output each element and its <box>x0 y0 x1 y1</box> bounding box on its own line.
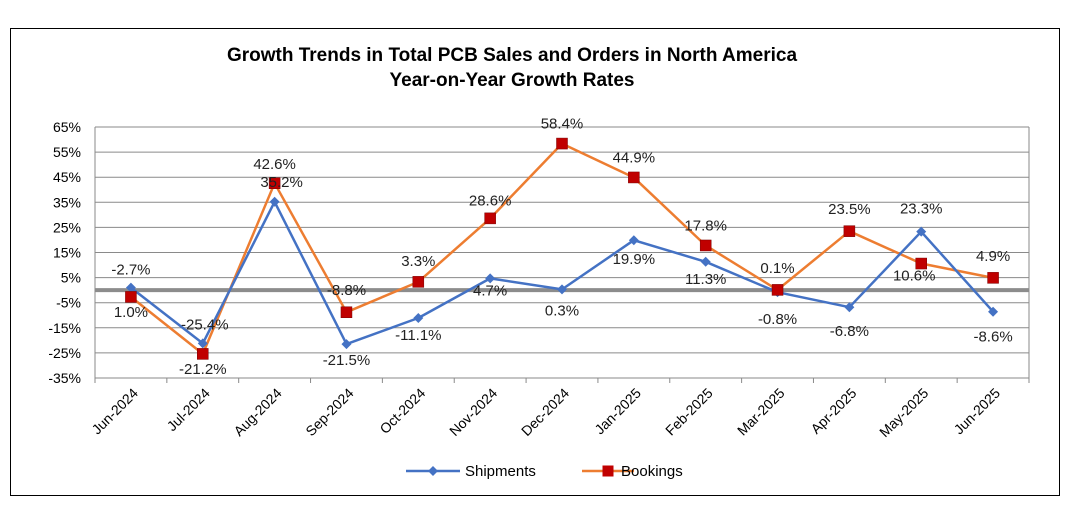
shipments-point <box>916 226 927 237</box>
shipments-point <box>197 338 208 349</box>
y-tick-label: -35% <box>48 370 81 386</box>
y-tick-label: 15% <box>53 245 81 261</box>
chart-title-block: Growth Trends in Total PCB Sales and Ord… <box>0 43 1024 93</box>
y-tick-label: -15% <box>48 320 81 336</box>
legend-shipments-marker <box>428 466 438 476</box>
shipments-data-label: 4.7% <box>473 282 507 299</box>
bookings-point <box>197 348 209 360</box>
bookings-data-label: 0.1% <box>760 260 794 277</box>
bookings-data-label: 42.6% <box>253 156 296 173</box>
legend-shipments-label: Shipments <box>465 463 536 480</box>
x-tick-label: Mar-2025 <box>734 385 788 439</box>
shipments-point <box>125 282 136 293</box>
shipments-data-label: 19.9% <box>613 251 656 268</box>
bookings-point <box>628 171 640 184</box>
x-tick-label: Feb-2025 <box>662 385 716 439</box>
shipments-point <box>485 273 496 284</box>
x-tick-label: Sep-2024 <box>302 385 356 439</box>
shipments-point <box>341 339 352 350</box>
shipments-data-label: -11.1% <box>395 327 441 344</box>
bookings-data-label: 4.9% <box>976 248 1010 265</box>
bookings-data-label: 58.4% <box>541 116 584 133</box>
y-tick-label: 5% <box>61 270 81 286</box>
x-tick-label: Jul-2024 <box>164 385 213 434</box>
shipments-data-label: -8.6% <box>973 329 1012 346</box>
bookings-point <box>412 276 425 288</box>
x-tick-label: Aug-2024 <box>230 385 284 439</box>
bookings-point <box>340 306 353 318</box>
shipments-data-label: 35.2% <box>260 174 303 191</box>
shipments-point <box>988 306 999 317</box>
shipments-data-label: -2.7% <box>111 262 150 279</box>
x-tick-label: Oct-2024 <box>376 385 428 437</box>
bookings-data-label: 10.6% <box>893 268 936 285</box>
y-tick-label: 25% <box>53 219 81 235</box>
x-tick-label: Apr-2025 <box>807 385 859 437</box>
chart-title: Growth Trends in Total PCB Sales and Ord… <box>226 45 798 66</box>
legend-bookings-marker <box>602 465 614 477</box>
x-tick-label: Jun-2025 <box>951 385 1004 438</box>
x-tick-label: Dec-2024 <box>518 385 572 439</box>
bookings-data-label: 28.6% <box>469 192 512 209</box>
bookings-data-label: -8.8% <box>327 282 366 299</box>
shipments-point <box>413 313 424 324</box>
shipments-data-label: -0.8% <box>758 311 797 328</box>
x-tick-label: Jun-2024 <box>88 385 141 438</box>
shipments-data-label: 23.3% <box>900 201 943 218</box>
bookings-point <box>771 284 784 296</box>
shipments-data-label: -25.4% <box>181 316 229 333</box>
bookings-data-label: 3.3% <box>401 253 435 270</box>
shipments-data-label: -6.8% <box>830 323 869 340</box>
legend-bookings-label: Bookings <box>621 463 683 480</box>
shipments-data-label: 0.3% <box>545 302 579 319</box>
bookings-data-label: 17.8% <box>684 217 727 234</box>
y-tick-label: 65% <box>53 119 81 135</box>
x-tick-label: Jan-2025 <box>591 385 644 438</box>
bookings-point <box>915 257 927 270</box>
y-tick-label: -5% <box>56 295 81 311</box>
bookings-data-label: -21.2% <box>179 361 227 378</box>
shipments-point <box>700 256 711 267</box>
bookings-point <box>125 291 137 303</box>
bookings-data-label: 23.5% <box>828 201 871 218</box>
x-tick-label: May-2025 <box>876 385 931 440</box>
chart-frame <box>10 28 1060 496</box>
shipments-data-label: -21.5% <box>323 352 371 369</box>
y-tick-label: 45% <box>53 169 81 185</box>
x-tick-label: Nov-2024 <box>446 385 500 439</box>
y-tick-label: 35% <box>53 194 81 210</box>
chart-subtitle: Year-on-Year Growth Rates <box>389 70 635 91</box>
bookings-data-label: 44.9% <box>613 149 656 166</box>
bookings-point <box>268 177 281 189</box>
y-tick-label: -25% <box>48 345 81 361</box>
shipments-data-label: 11.3% <box>685 271 726 288</box>
bookings-point <box>556 137 568 150</box>
shipments-point <box>844 302 855 313</box>
bookings-point <box>987 272 999 284</box>
shipments-point <box>557 284 567 295</box>
y-tick-label: 55% <box>53 144 81 160</box>
bookings-point <box>699 239 712 252</box>
bookings-point <box>843 225 856 237</box>
bookings-point <box>484 212 496 225</box>
shipments-point <box>628 235 639 246</box>
bookings-data-label: 1.0% <box>114 304 148 321</box>
shipments-point <box>269 196 280 207</box>
